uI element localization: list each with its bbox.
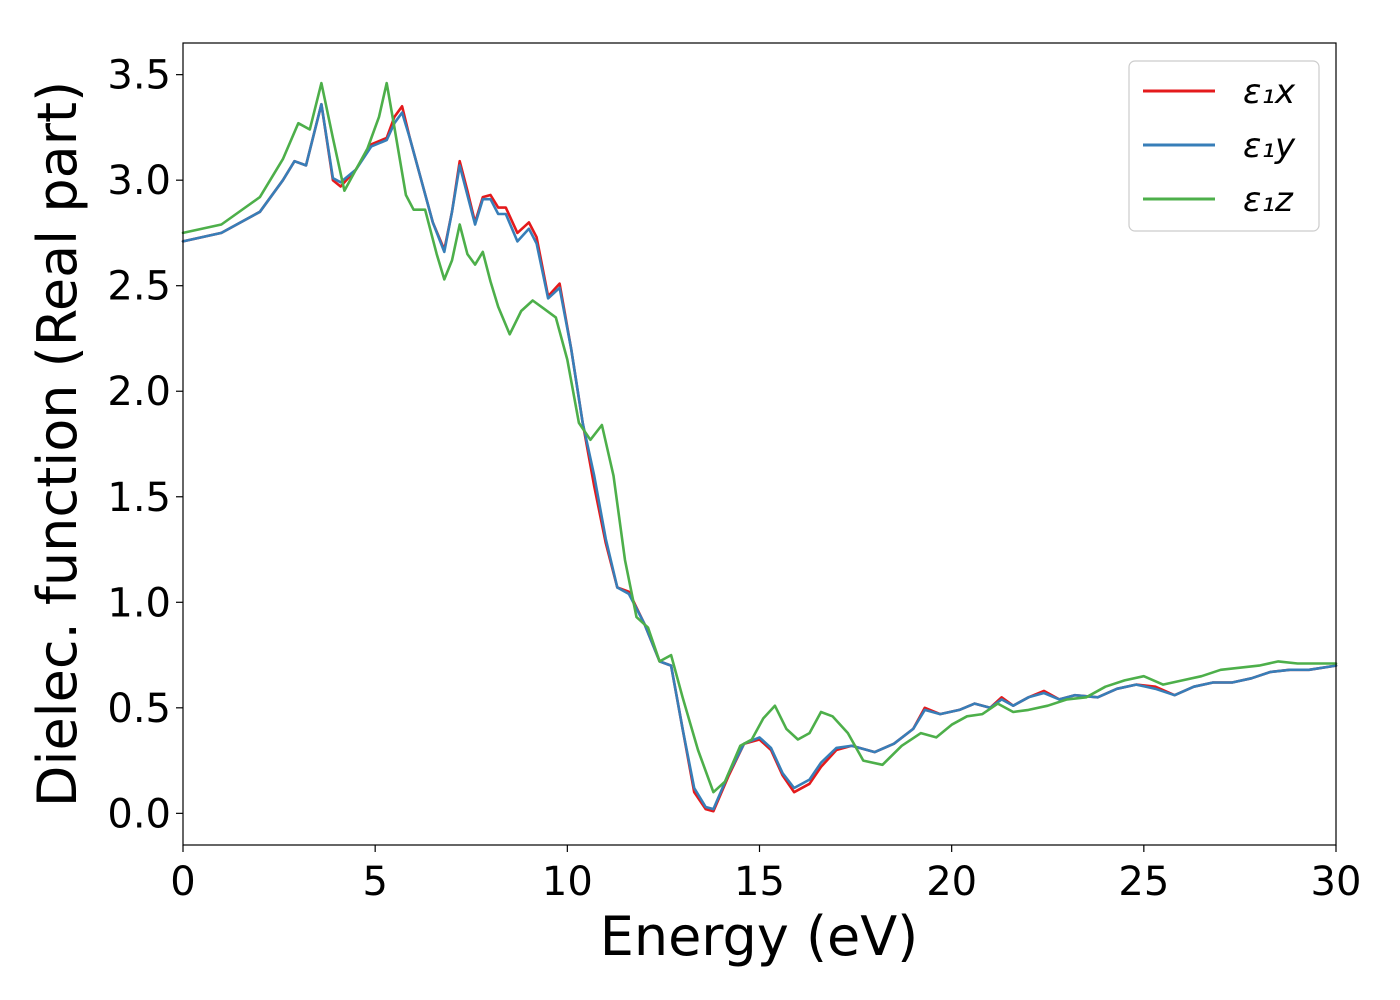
series-line-3 bbox=[181, 81, 1338, 794]
y-tick-label: 3.5 bbox=[107, 53, 171, 99]
legend-label-1: ε₁x bbox=[1243, 72, 1296, 112]
y-tick-label: 1.0 bbox=[107, 580, 171, 626]
y-tick-label: 2.0 bbox=[107, 369, 171, 415]
legend-box bbox=[1128, 60, 1320, 232]
x-tick-label: 20 bbox=[926, 859, 977, 905]
x-tick-label: 25 bbox=[1118, 859, 1169, 905]
y-tick-label: 0.0 bbox=[107, 791, 171, 837]
y-tick-label: 0.5 bbox=[107, 686, 171, 732]
series-layer bbox=[181, 81, 1338, 813]
x-tick-label: 0 bbox=[170, 859, 195, 905]
y-axis: 0.0 0.5 1.0 1.5 2.0 2.5 3.0 3.5 bbox=[107, 53, 183, 837]
y-axis-title: Dielec. function (Real part) bbox=[26, 81, 89, 807]
legend-label-3: ε₁z bbox=[1243, 180, 1294, 220]
y-tick-label: 2.5 bbox=[107, 264, 171, 310]
x-tick-label: 10 bbox=[542, 859, 593, 905]
x-tick-label: 15 bbox=[734, 859, 785, 905]
y-tick-label: 3.0 bbox=[107, 158, 171, 204]
series-line-2 bbox=[181, 102, 1338, 811]
x-axis-title: Energy (eV) bbox=[600, 905, 919, 968]
x-tick-label: 30 bbox=[1311, 859, 1362, 905]
legend: ε₁x ε₁y ε₁z bbox=[1128, 60, 1320, 232]
x-axis: 0 5 10 15 20 25 30 bbox=[170, 845, 1361, 905]
legend-label-2: ε₁y bbox=[1243, 126, 1296, 166]
y-tick-label: 1.5 bbox=[107, 475, 171, 521]
x-tick-label: 5 bbox=[362, 859, 387, 905]
